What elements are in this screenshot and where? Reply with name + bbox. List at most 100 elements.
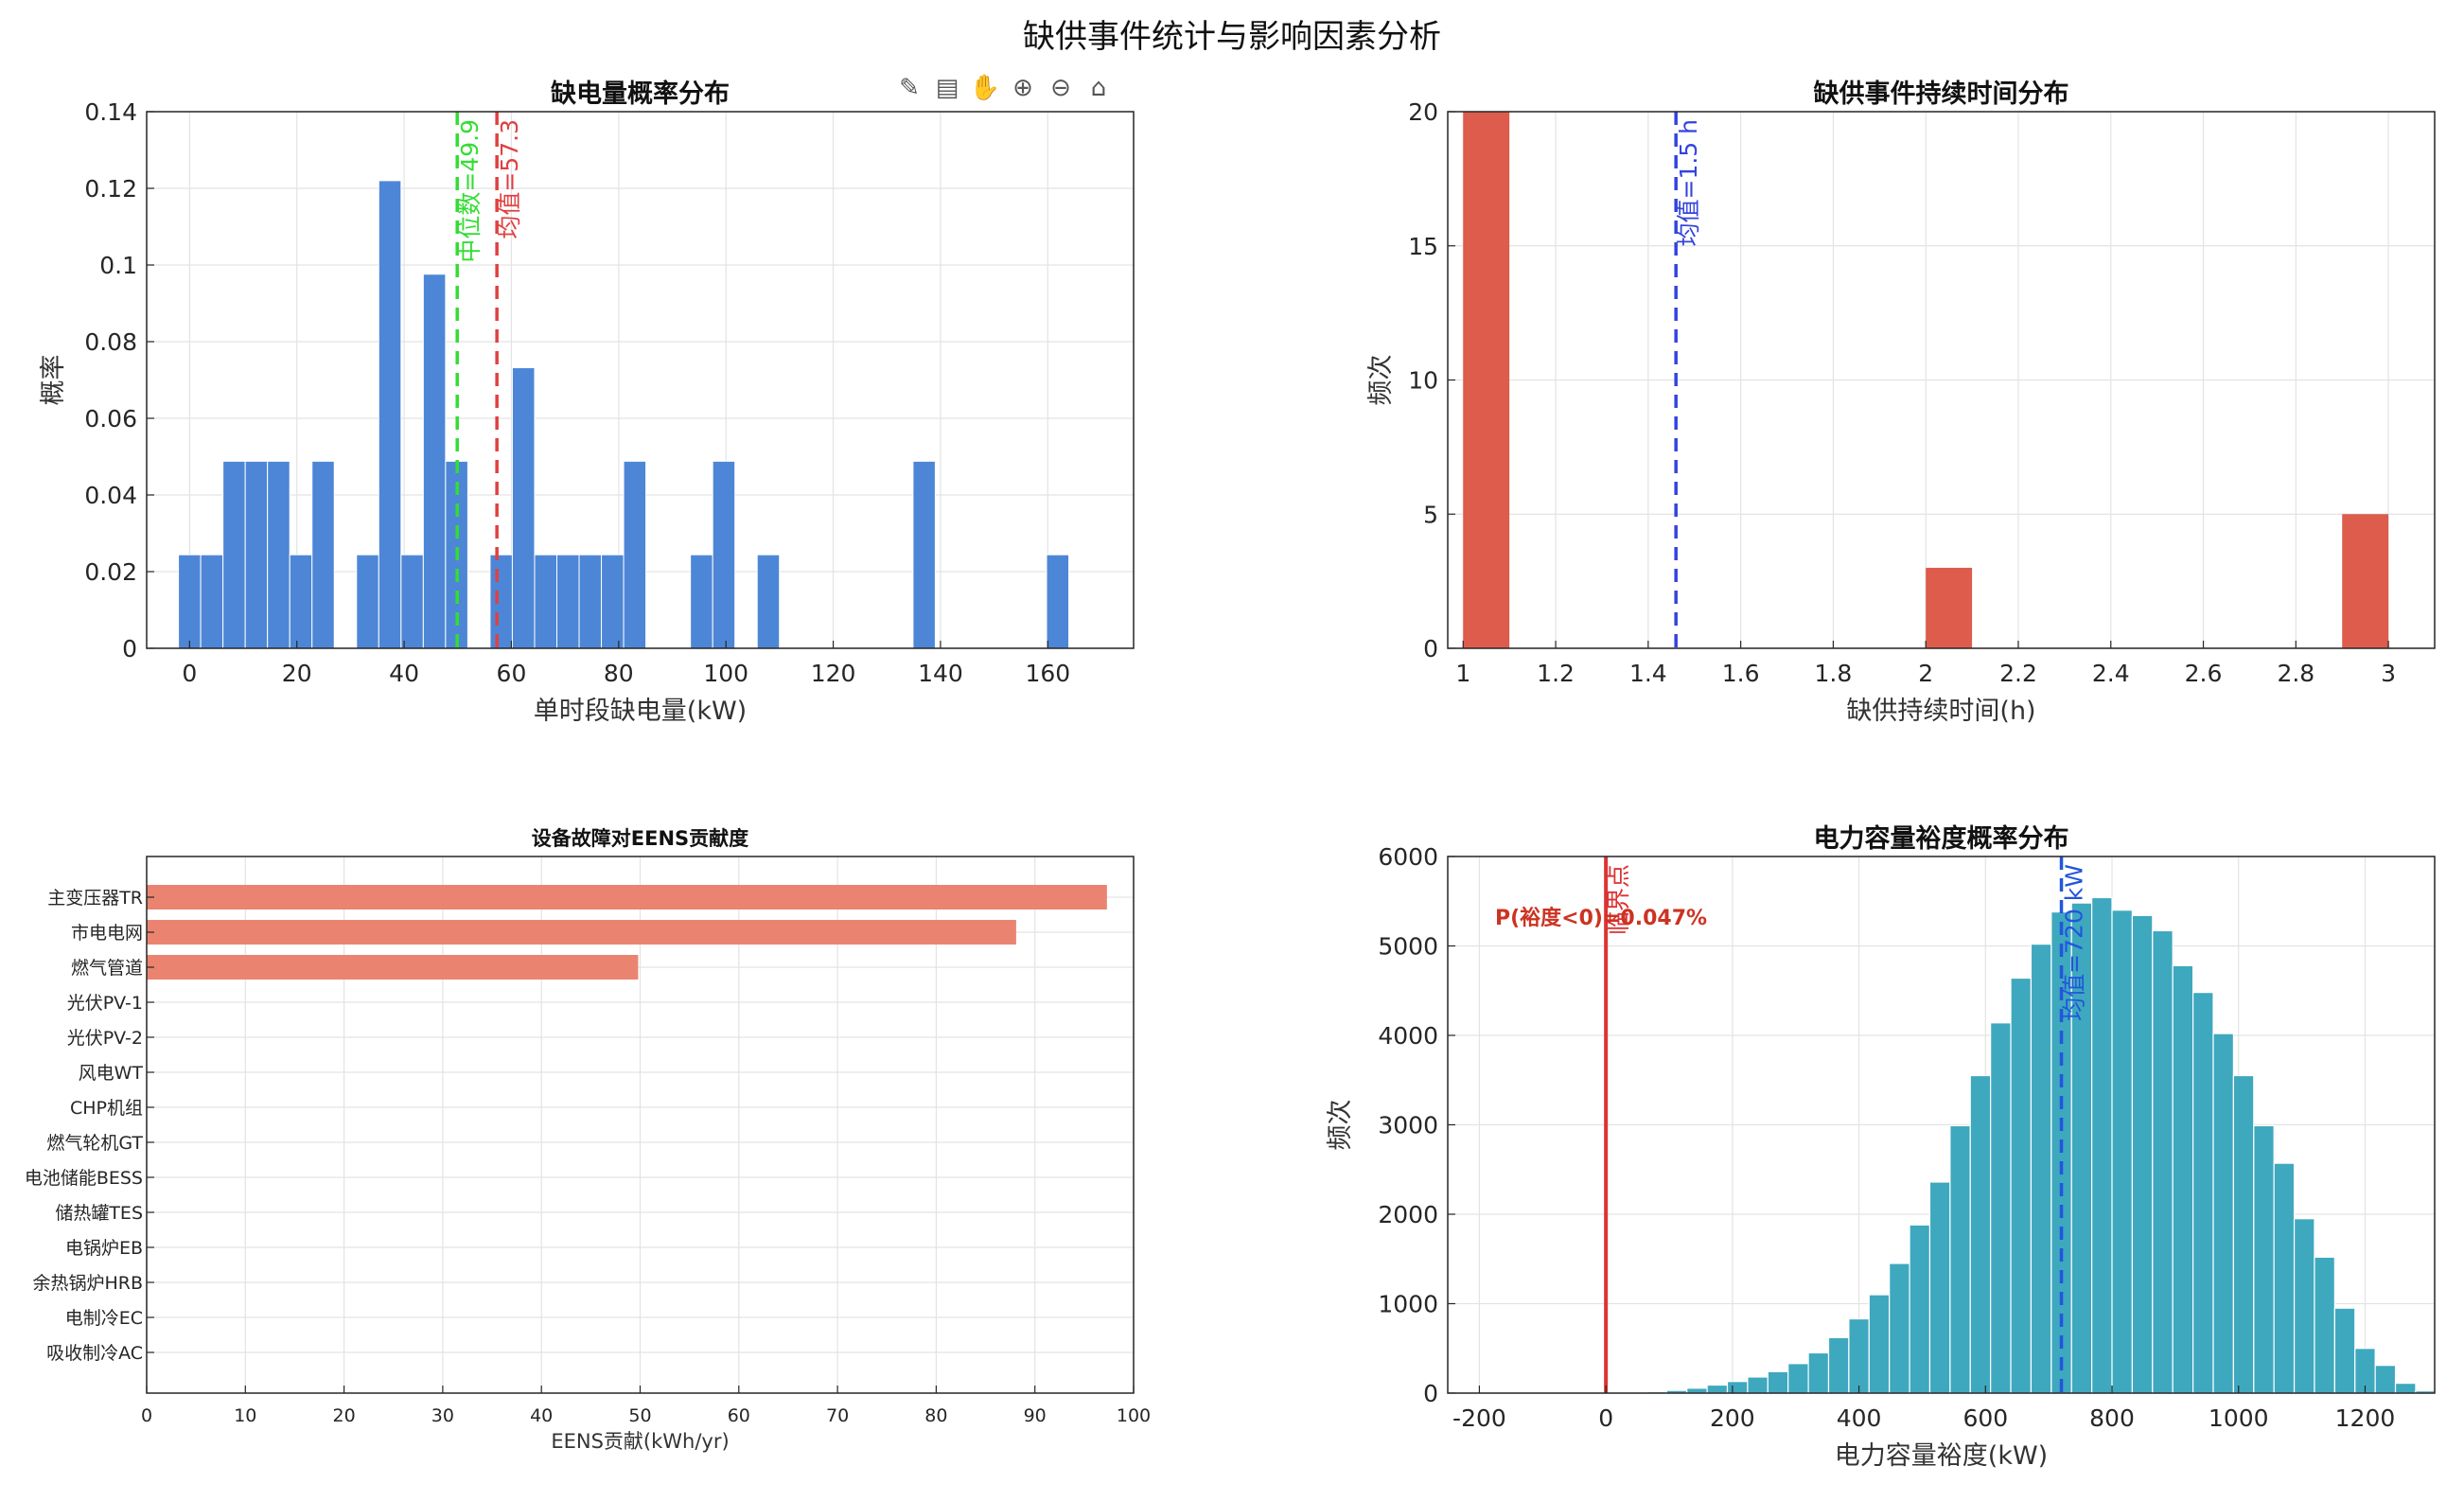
histogram-bar — [1767, 1370, 1789, 1394]
contribution-bar — [147, 885, 1107, 909]
histogram-bar — [2253, 1124, 2275, 1394]
category-label: 电制冷EC — [65, 1308, 143, 1329]
histogram-bar — [267, 460, 290, 649]
histogram-bar — [1990, 1022, 2012, 1394]
histogram-bar — [2152, 929, 2174, 1394]
x-tick-label: 2 — [1918, 660, 1933, 687]
reference-line-label: 均值=57.3 — [496, 119, 523, 239]
category-label: CHP机组 — [70, 1098, 143, 1119]
chart-duration-distribution: 均值=1.5 h 1 1.2 1.4 1.6 1.8 2 2.2 2.4 2.6 2.8 3 0 5 10 1… — [1366, 79, 2436, 726]
contribution-bar — [147, 955, 639, 980]
histogram-bar — [489, 554, 513, 649]
x-tick-label: 100 — [703, 660, 748, 687]
probability-annotation: P(裕度<0)=0.047% — [1495, 906, 1707, 930]
home-icon[interactable]: ⌂ — [1090, 74, 1107, 102]
x-tick-label: 10 — [234, 1405, 256, 1426]
histogram-bar — [1889, 1263, 1910, 1394]
zoom-in-icon[interactable]: ⊕ — [1012, 74, 1033, 102]
reference-line-label: 中位数=49.9 — [456, 119, 484, 263]
histogram-bar — [400, 554, 424, 649]
histogram-bar — [2232, 1074, 2255, 1394]
histogram-bar — [2342, 514, 2389, 648]
pan-hand-icon[interactable]: ✋ — [969, 74, 1001, 102]
reference-line-label: 均值=1.5 h — [1675, 119, 1702, 247]
y-tick-label: 3000 — [1378, 1112, 1438, 1139]
histogram-bar — [311, 460, 335, 649]
y-tick-label: 0 — [122, 635, 137, 662]
figure-title: 缺供事件统计与影响因素分析 — [1023, 18, 1441, 56]
x-tick-label: 30 — [431, 1405, 454, 1426]
y-tick-label: 4000 — [1378, 1022, 1438, 1050]
histogram-bar — [200, 554, 224, 649]
y-axis-label: 频次 — [1326, 1100, 1355, 1151]
histogram-bar — [1909, 1224, 1931, 1394]
histogram-bar — [2374, 1365, 2397, 1394]
y-tick-label: 15 — [1408, 233, 1438, 260]
x-tick-label: 2.2 — [1999, 660, 2037, 687]
histogram-bar — [1827, 1336, 1850, 1394]
data-tips-icon[interactable]: ▤ — [935, 74, 959, 102]
chart-title: 设备故障对EENS贡献度 — [532, 827, 748, 850]
x-tick-label: 80 — [924, 1405, 947, 1426]
histogram-bar — [534, 554, 557, 649]
y-tick-label: 20 — [1408, 98, 1438, 126]
x-tick-label: 120 — [811, 660, 856, 687]
y-tick-label: 0.12 — [84, 175, 137, 203]
y-tick-label: 0.04 — [84, 482, 137, 509]
x-tick-label: -200 — [1452, 1404, 1506, 1432]
x-tick-label: 160 — [1025, 660, 1070, 687]
x-tick-label: 100 — [1117, 1405, 1151, 1426]
brush-icon[interactable]: ✎ — [899, 74, 920, 102]
histogram-bar — [1848, 1317, 1870, 1394]
x-tick-label: 60 — [497, 660, 527, 687]
x-tick-label: 200 — [1710, 1404, 1755, 1432]
histogram-bar — [2010, 977, 2033, 1394]
x-tick-label: 400 — [1837, 1404, 1882, 1432]
histogram-bar — [289, 554, 313, 649]
category-label: 市电电网 — [71, 923, 143, 944]
x-tick-label: 40 — [530, 1405, 553, 1426]
x-tick-label: 0 — [141, 1405, 152, 1426]
x-axis-label: 电力容量裕度(kW) — [1835, 1441, 2048, 1471]
y-tick-label: 0.1 — [99, 252, 137, 279]
histogram-bar — [1969, 1074, 1992, 1394]
x-tick-label: 20 — [333, 1405, 356, 1426]
category-label: 燃气轮机GT — [46, 1133, 143, 1154]
histogram-bar — [2273, 1162, 2296, 1394]
y-axis-label: 频次 — [1366, 355, 1396, 406]
x-tick-label: 70 — [826, 1405, 849, 1426]
zoom-out-icon[interactable]: ⊖ — [1050, 74, 1071, 102]
y-tick-label: 6000 — [1378, 843, 1438, 871]
x-tick-label: 40 — [389, 660, 419, 687]
histogram-bar — [178, 554, 202, 649]
x-tick-label: 2.8 — [2277, 660, 2314, 687]
histogram-bar — [244, 460, 269, 649]
x-tick-label: 90 — [1024, 1405, 1047, 1426]
x-tick-label: 1.6 — [1722, 660, 1760, 687]
histogram-bar — [1706, 1384, 1729, 1394]
histogram-bar — [1949, 1124, 1971, 1394]
x-tick-label: 1.4 — [1629, 660, 1667, 687]
chart-shortage-probability: 中位数=49.9 均值=57.3 0 20 40 60 80 100 120 140 160 0 0.0… — [39, 79, 1135, 726]
histogram-bar — [1787, 1363, 1809, 1394]
x-tick-label: 0 — [182, 660, 197, 687]
reference-line-label: 均值=720 kW — [2061, 864, 2088, 1021]
x-axis-label: EENS贡献(kWh/yr) — [551, 1430, 729, 1453]
x-tick-label: 50 — [628, 1405, 651, 1426]
category-label: 光伏PV-1 — [67, 993, 143, 1014]
histogram-bar — [578, 554, 603, 649]
category-label: 燃气管道 — [71, 958, 143, 979]
chart-title: 电力容量裕度概率分布 — [1814, 823, 2069, 854]
histogram-bar — [1747, 1376, 1769, 1394]
histogram-bar — [555, 554, 580, 649]
histogram-bar — [690, 554, 713, 649]
chart-title: 缺电量概率分布 — [551, 79, 730, 109]
histogram-bar — [2212, 1033, 2234, 1394]
category-label: 光伏PV-2 — [67, 1028, 143, 1049]
x-tick-label: 1 — [1455, 660, 1470, 687]
x-tick-label: 600 — [1962, 1404, 2008, 1432]
histogram-bar — [2394, 1383, 2417, 1394]
histogram-bar — [756, 554, 781, 649]
x-tick-label: 0 — [1598, 1404, 1613, 1432]
axes-border — [146, 111, 1135, 649]
